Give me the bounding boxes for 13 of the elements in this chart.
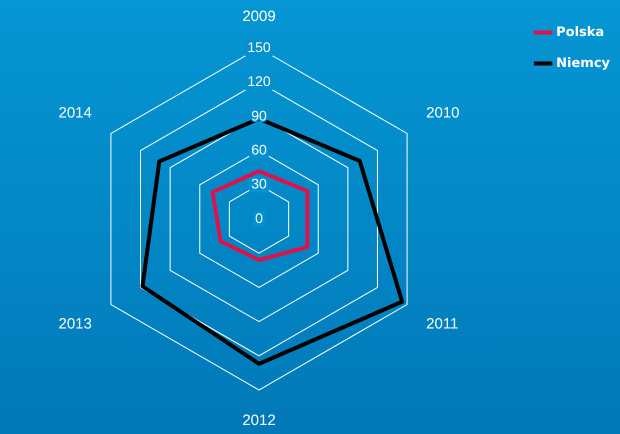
y-tick-label: 60 xyxy=(251,141,267,158)
spoke-label: 2013 xyxy=(58,316,92,333)
spoke-label: 2011 xyxy=(426,316,458,333)
spoke-label: 2014 xyxy=(58,104,92,122)
y-tick-label: 120 xyxy=(247,73,271,90)
spoke-label: 2009 xyxy=(242,8,276,26)
spoke-label: 2010 xyxy=(426,104,460,122)
y-tick-label: 150 xyxy=(247,38,271,55)
legend-label: Polska xyxy=(556,24,604,40)
y-tick-label: 0 xyxy=(255,210,264,226)
y-tick-label: 30 xyxy=(251,176,267,192)
spoke-label: 2012 xyxy=(242,412,276,430)
legend-label: Niemcy xyxy=(556,56,611,71)
